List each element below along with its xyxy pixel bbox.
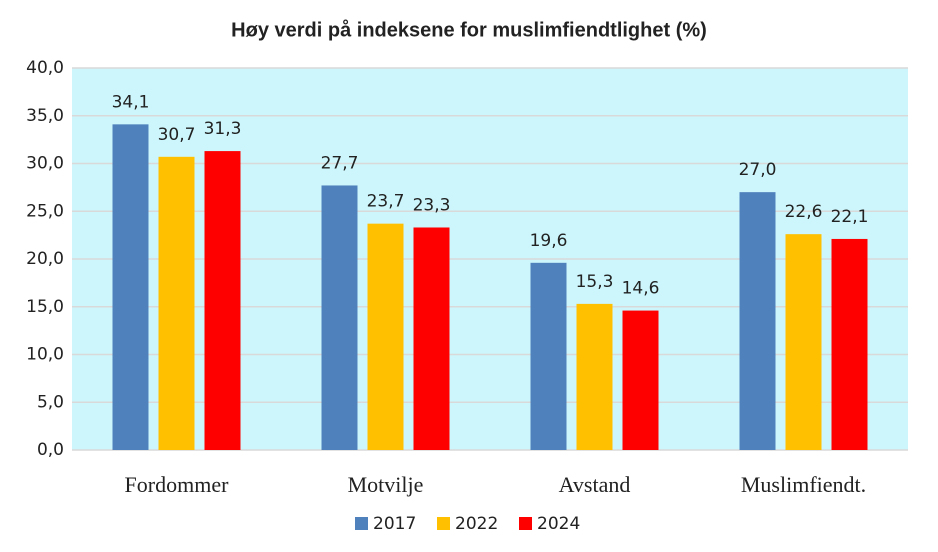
y-tick-label: 35,0 <box>26 106 64 126</box>
chart-title: Høy verdi på indeksene for muslimfiendtl… <box>231 18 707 41</box>
value-label: 14,6 <box>622 279 660 299</box>
value-label: 22,1 <box>831 207 869 227</box>
y-tick-label: 25,0 <box>26 201 64 221</box>
value-label: 31,3 <box>204 119 242 139</box>
y-tick-label: 40,0 <box>26 58 64 78</box>
x-tick-label: Muslimfiendt. <box>741 472 866 497</box>
bar <box>321 185 358 450</box>
y-tick-label: 15,0 <box>26 297 64 317</box>
value-label: 30,7 <box>158 125 196 145</box>
bar <box>622 310 659 450</box>
legend-label: 2017 <box>373 514 416 534</box>
legend-swatch <box>519 517 532 530</box>
legend-label: 2024 <box>537 514 580 534</box>
legend-swatch <box>355 517 368 530</box>
y-tick-label: 0,0 <box>37 440 64 460</box>
bar <box>158 156 195 450</box>
value-label: 23,7 <box>367 192 405 212</box>
y-tick-label: 20,0 <box>26 249 64 269</box>
bar <box>739 192 776 450</box>
bar <box>530 262 567 450</box>
value-label: 27,7 <box>321 153 359 173</box>
bar <box>576 303 613 450</box>
bar <box>831 238 868 450</box>
bar <box>785 234 822 450</box>
legend-label: 2022 <box>455 514 498 534</box>
value-label: 34,1 <box>112 92 150 112</box>
value-label: 27,0 <box>739 160 777 180</box>
y-tick-label: 5,0 <box>37 392 64 412</box>
x-tick-label: Fordommer <box>125 472 230 497</box>
legend-swatch <box>437 517 450 530</box>
y-tick-label: 30,0 <box>26 154 64 174</box>
value-label: 19,6 <box>530 231 568 251</box>
bar <box>112 124 149 450</box>
x-tick-label: Motvilje <box>348 472 424 497</box>
value-label: 22,6 <box>785 202 823 222</box>
bar <box>204 151 241 450</box>
y-tick-label: 10,0 <box>26 345 64 365</box>
value-label: 15,3 <box>576 272 614 292</box>
bar <box>367 223 404 450</box>
value-label: 23,3 <box>413 195 451 215</box>
x-tick-label: Avstand <box>559 472 631 497</box>
bar <box>413 227 450 450</box>
